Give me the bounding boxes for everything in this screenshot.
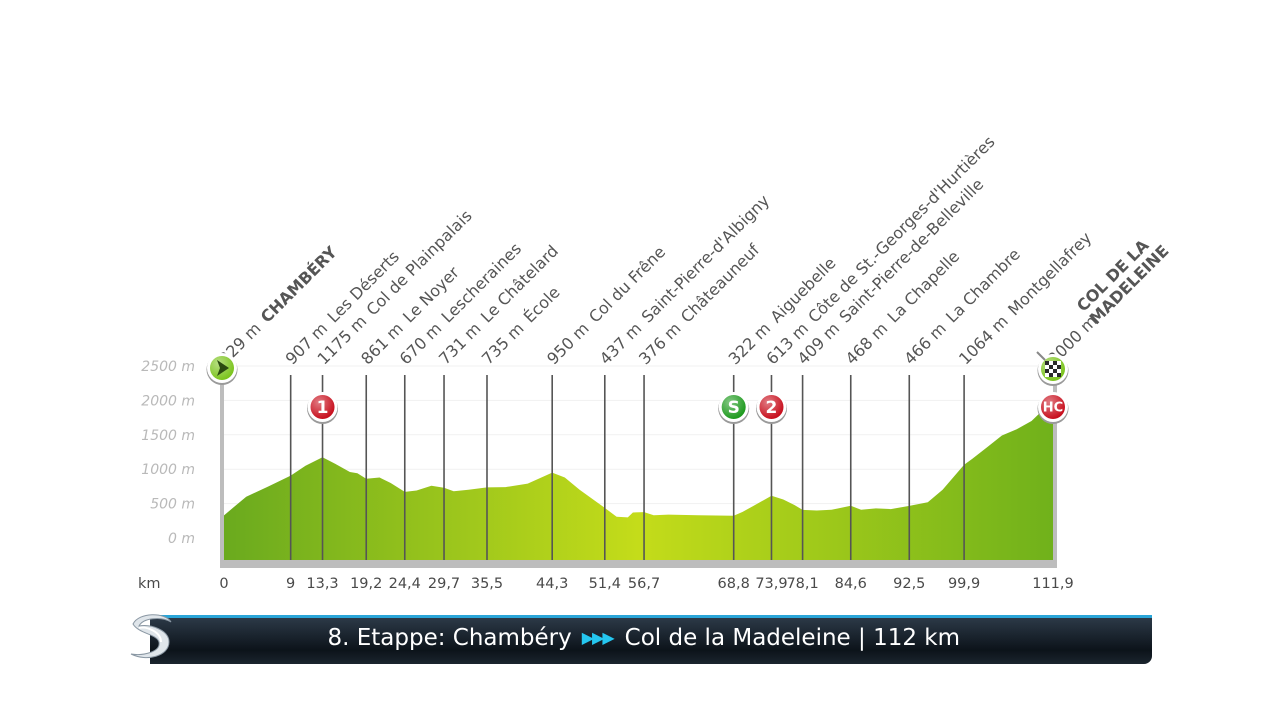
badge-shine <box>1041 395 1065 419</box>
badge-label: 1 <box>317 398 329 418</box>
stage-banner-text: 8. Etappe: Chambéry ▶▶▶ Col de la Madelein… <box>150 625 960 651</box>
x-tick-label: 99,9 <box>948 576 980 592</box>
arrows-icon: ▶▶▶ <box>581 628 615 647</box>
checker-square <box>1049 361 1053 365</box>
badge-shine <box>721 395 746 419</box>
x-tick-label: 68,8 <box>718 576 750 592</box>
waypoint-altitude: 376 m <box>635 319 685 369</box>
y-tick-label: 1500 m <box>141 428 195 444</box>
checker-square <box>1049 365 1053 369</box>
x-axis-bar <box>220 560 1057 568</box>
badge-label: 2 <box>766 398 778 418</box>
x-tick-label: 35,5 <box>471 576 503 592</box>
checker-square <box>1045 369 1049 373</box>
checker-square <box>1057 365 1061 369</box>
checker-square <box>1053 365 1057 369</box>
x-tick-label: 0 <box>219 576 228 592</box>
waypoint-altitude: 322 m <box>725 319 775 369</box>
climb-category-icon: 1 <box>307 392 339 424</box>
checker-square <box>1053 361 1057 365</box>
stage-banner: 8. Etappe: Chambéry ▶▶▶ Col de la Madelein… <box>150 615 1152 664</box>
elevation-profile-area <box>224 400 1053 560</box>
y-axis-ticks: 0 m 500 m 1000 m 1500 m 2000 m 2500 m <box>141 359 195 547</box>
waypoint-altitude: 1064 m <box>955 312 1012 369</box>
checker-square <box>1045 361 1049 365</box>
waypoint-altitude: 437 m <box>596 319 646 369</box>
x-tick-label: 51,4 <box>589 576 621 592</box>
climb-category-icon: 2 <box>755 392 787 424</box>
checker-square <box>1045 365 1049 369</box>
x-tick-label: 56,7 <box>628 576 660 592</box>
y-tick-label: 0 m <box>168 531 195 547</box>
y-tick-label: 1000 m <box>141 462 195 478</box>
x-tick-label: 29,7 <box>428 576 460 592</box>
x-tick-label: 44,3 <box>536 576 568 592</box>
badge-shine <box>759 395 784 419</box>
broadcaster-logo <box>130 614 172 658</box>
checker-square <box>1049 369 1053 373</box>
checker-square <box>1053 369 1057 373</box>
y-tick-label: 2000 m <box>141 393 195 409</box>
checker-square <box>1057 361 1061 365</box>
y-tick-label: 500 m <box>150 497 195 513</box>
x-axis-ticks: 0 9 13,3 19,2 24,4 29,7 35,5 44,3 51,4 56,7 68,8 73… <box>219 576 1073 592</box>
start-post <box>220 370 224 560</box>
waypoint-altitude: 670 m <box>396 319 446 369</box>
waypoint-altitude: 950 m <box>543 319 593 369</box>
checker-square <box>1045 373 1049 377</box>
stage-destination: Col de la Madeleine | 112 km <box>624 625 960 651</box>
x-tick-label: 111,9 <box>1032 576 1074 592</box>
x-tick-label: 84,6 <box>835 576 867 592</box>
x-tick-label: 92,5 <box>893 576 925 592</box>
axes: km <box>138 370 1057 592</box>
checker-square <box>1057 373 1061 377</box>
x-tick-label: 19,2 <box>350 576 382 592</box>
waypoint-markers: 1 S 2 HC <box>206 351 1069 424</box>
x-tick-label: 9 <box>286 576 295 592</box>
x-tick-label: 73,9 <box>755 576 787 592</box>
start-arrow-icon <box>217 360 229 376</box>
waypoint-lines <box>289 375 965 560</box>
stage-number-start: 8. Etappe: Chambéry <box>327 625 572 651</box>
badge-shine <box>310 395 335 419</box>
badge-label: HC <box>1043 401 1063 416</box>
grid-lines <box>224 365 1053 505</box>
checker-square <box>1053 373 1057 377</box>
y-tick-label: 2500 m <box>141 359 195 375</box>
start-flag-icon <box>206 353 238 385</box>
waypoint-altitude: 735 m <box>478 319 528 369</box>
checker-square <box>1057 369 1061 373</box>
waypoint-altitude: 466 m <box>900 319 950 369</box>
sprint-icon: S <box>718 392 750 424</box>
badge-label: S <box>728 398 740 418</box>
x-tick-label: 24,4 <box>389 576 421 592</box>
x-tick-label: 13,3 <box>306 576 338 592</box>
finish-flag-pole <box>1036 351 1046 361</box>
climb-category-icon: HC <box>1037 392 1069 424</box>
x-axis-unit-label: km <box>138 576 161 592</box>
x-tick-label: 78,1 <box>786 576 818 592</box>
checker-square <box>1049 373 1053 377</box>
waypoint-altitude: 731 m <box>435 319 485 369</box>
finish-flag-icon <box>1036 351 1069 386</box>
finish-post <box>1053 370 1057 560</box>
